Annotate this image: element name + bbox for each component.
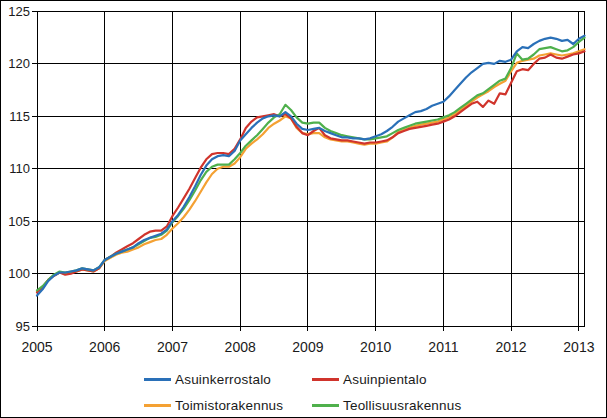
y-tick-label: 110 (9, 161, 30, 176)
x-tick-label: 2011 (428, 339, 458, 355)
x-tick-label: 2008 (225, 339, 256, 355)
legend-item-teollisuusrakennus: Teollisuusrakennus (312, 397, 461, 413)
legend-label-teollisuusrakennus: Teollisuusrakennus (343, 398, 461, 413)
y-tick-label: 115 (9, 109, 30, 124)
x-tick-label: 2009 (292, 339, 323, 355)
legend-item-asuinkerrostalo: Asuinkerrostalo (144, 371, 312, 387)
legend-label-toimistorakennus: Toimistorakennus (175, 398, 283, 413)
x-tick-label: 2006 (89, 339, 120, 355)
x-tick-label: 2010 (360, 339, 391, 355)
legend-line-swatch-orange (144, 404, 171, 407)
y-tick-label: 95 (16, 319, 30, 334)
x-tick-label: 2013 (563, 339, 594, 355)
line-chart-plot-area: 95 100 105 110 115 120 125 2005 2006 2007 2008 2009… (1, 1, 606, 417)
series-line-toimistorakennus (37, 49, 585, 291)
series-line-asuinkerrostalo (37, 36, 585, 296)
x-tick-label: 2012 (496, 339, 527, 355)
legend-line-swatch-green (312, 404, 339, 407)
building-cost-index-chart: 95 100 105 110 115 120 125 2005 2006 2007 2008 2009… (0, 0, 607, 418)
x-tick-label: 2005 (21, 339, 52, 355)
chart-legend: Asuinkerrostalo Asuinpientalo Toimistora… (144, 371, 461, 413)
y-tick-label: 100 (8, 266, 30, 281)
legend-item-toimistorakennus: Toimistorakennus (144, 397, 312, 413)
y-tick-label: 105 (8, 214, 30, 229)
legend-label-asuinpientalo: Asuinpientalo (343, 372, 427, 387)
legend-line-swatch-red (312, 378, 339, 381)
legend-line-swatch-blue (144, 378, 171, 381)
series-line-asuinpientalo (37, 51, 585, 292)
y-tick-label: 125 (8, 4, 30, 19)
y-tick-label: 120 (8, 56, 30, 71)
legend-item-asuinpientalo: Asuinpientalo (312, 371, 461, 387)
legend-label-asuinkerrostalo: Asuinkerrostalo (175, 372, 271, 387)
x-tick-label: 2007 (157, 339, 188, 355)
